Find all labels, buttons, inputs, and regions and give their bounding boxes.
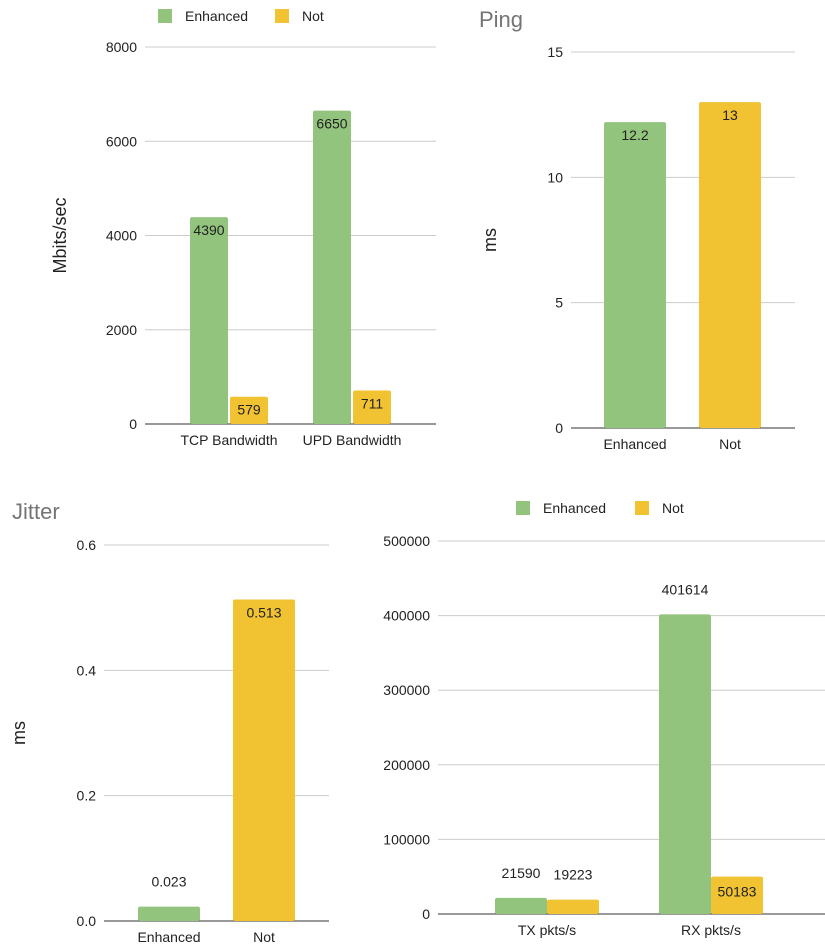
- data-label: 0.513: [246, 605, 281, 621]
- y-axis-label: Mbits/sec: [50, 197, 70, 273]
- y-tick-label: 0: [555, 420, 563, 436]
- data-label: 6650: [316, 116, 347, 132]
- y-tick-label: 200000: [383, 757, 430, 773]
- bar: [547, 899, 599, 914]
- bar: [659, 614, 711, 914]
- chart-title: Ping: [479, 7, 523, 32]
- y-tick-label: 500000: [383, 533, 430, 549]
- bar: [353, 390, 391, 424]
- y-tick-label: 0: [129, 416, 137, 432]
- data-label: 4390: [193, 222, 224, 238]
- bar: [711, 876, 763, 914]
- category-label: RX pkts/s: [681, 922, 741, 938]
- data-label: 0.023: [151, 874, 186, 890]
- bar: [138, 906, 200, 921]
- y-tick-label: 8000: [106, 39, 137, 55]
- y-tick-label: 300000: [383, 682, 430, 698]
- data-label: 19223: [554, 867, 593, 883]
- bar: [604, 122, 666, 428]
- bar: [699, 102, 761, 428]
- data-label: 401614: [662, 581, 709, 597]
- category-label: Enhanced: [137, 929, 200, 945]
- y-tick-label: 400000: [383, 608, 430, 624]
- legend-swatch: [635, 501, 649, 515]
- category-label: TX pkts/s: [518, 922, 576, 938]
- bar: [313, 110, 351, 425]
- bar: [230, 396, 268, 424]
- category-label: Not: [253, 929, 275, 945]
- y-tick-label: 15: [547, 44, 563, 60]
- legend-label: Enhanced: [185, 8, 248, 24]
- y-tick-label: 0: [422, 906, 430, 922]
- category-label: Enhanced: [603, 436, 666, 452]
- legend-swatch: [158, 9, 172, 23]
- legend-label: Enhanced: [543, 500, 606, 516]
- y-axis-label: ms: [9, 721, 29, 745]
- chart-title: Jitter: [12, 499, 60, 524]
- legend-swatch: [275, 9, 289, 23]
- data-label: 12.2: [621, 127, 648, 143]
- y-tick-label: 5: [555, 295, 563, 311]
- category-label: UPD Bandwidth: [303, 432, 402, 448]
- category-label: TCP Bandwidth: [180, 432, 277, 448]
- bar: [495, 897, 547, 914]
- category-label: Not: [719, 436, 741, 452]
- legend-swatch: [516, 501, 530, 515]
- y-axis-label: ms: [480, 228, 500, 252]
- y-tick-label: 0.0: [77, 913, 97, 929]
- legend-label: Not: [302, 8, 324, 24]
- y-tick-label: 0.4: [77, 662, 97, 678]
- legend-label: Not: [662, 500, 684, 516]
- y-tick-label: 2000: [106, 322, 137, 338]
- bar: [190, 217, 228, 424]
- data-label: 13: [722, 107, 738, 123]
- data-label: 711: [361, 395, 384, 411]
- data-label: 50183: [718, 884, 757, 900]
- y-tick-label: 0.2: [77, 788, 97, 804]
- y-tick-label: 0.6: [77, 537, 97, 553]
- data-label: 579: [237, 402, 261, 418]
- data-label: 21590: [502, 865, 541, 881]
- y-tick-label: 6000: [106, 133, 137, 149]
- bar: [233, 599, 295, 921]
- y-tick-label: 10: [547, 169, 563, 185]
- y-tick-label: 4000: [106, 228, 137, 244]
- y-tick-label: 100000: [383, 831, 430, 847]
